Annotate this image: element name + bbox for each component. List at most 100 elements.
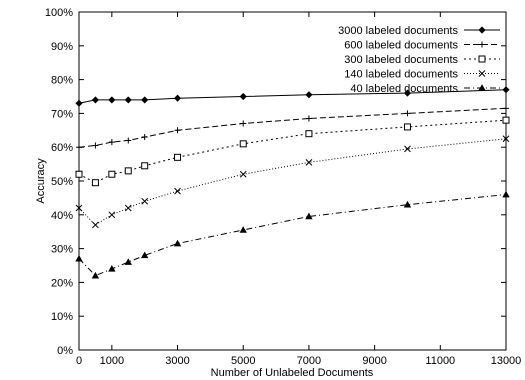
data-point: [141, 134, 148, 141]
data-point: [125, 137, 132, 144]
series-layer: [75, 86, 510, 279]
data-point: [108, 211, 116, 219]
x-tick-label: 5000: [231, 355, 255, 367]
data-point: [76, 144, 82, 151]
data-point: [305, 91, 313, 99]
data-point: [239, 92, 247, 101]
series-line: [78, 194, 507, 277]
data-point: [239, 170, 247, 178]
data-point: [305, 115, 312, 122]
series-5: [75, 190, 510, 279]
data-point: [174, 127, 181, 134]
data-point: [503, 105, 509, 112]
data-point: [404, 110, 411, 117]
x-tick-label: 9000: [362, 355, 386, 367]
data-point: [403, 123, 411, 131]
y-tick-label: 20%: [51, 277, 73, 289]
data-point: [305, 159, 313, 166]
legend-item: 3000 labeled documents: [338, 25, 500, 37]
data-point: [305, 212, 313, 220]
data-point: [75, 170, 83, 178]
data-point: [478, 70, 486, 77]
data-point: [141, 251, 149, 259]
y-tick-label: 60%: [51, 142, 73, 154]
data-point: [124, 167, 132, 175]
data-point: [403, 89, 412, 97]
y-tick-label: 100%: [45, 7, 73, 19]
x-tick-label: 0: [76, 355, 82, 367]
legend-label: 140 labeled documents: [344, 69, 458, 81]
data-point: [141, 96, 149, 104]
data-point: [108, 170, 116, 178]
series-line: [78, 107, 507, 148]
data-point: [141, 162, 149, 170]
data-point: [124, 96, 132, 104]
y-tick-label: 30%: [51, 244, 73, 256]
data-point: [173, 94, 182, 102]
data-point: [108, 265, 116, 272]
x-axis: 0 1000 3000 5000 7000 9000 11000 13000: [76, 12, 521, 367]
y-tick-label: 80%: [51, 75, 73, 87]
series-2: [76, 105, 509, 151]
data-point: [502, 135, 510, 143]
series-line: [78, 138, 507, 226]
data-point: [239, 140, 247, 148]
data-point: [92, 221, 99, 229]
data-point: [239, 226, 247, 233]
series-line: [78, 89, 507, 104]
legend-label: 600 labeled documents: [344, 40, 458, 52]
data-point: [502, 190, 510, 198]
data-point: [108, 96, 116, 104]
legend-item: 40 labeled documents: [350, 83, 500, 95]
x-tick-label: 11000: [425, 355, 455, 367]
data-point: [91, 96, 99, 104]
data-point: [75, 204, 83, 212]
data-point: [478, 84, 486, 91]
data-point: [478, 55, 486, 63]
data-point: [174, 187, 181, 195]
legend-item: 140 labeled documents: [344, 69, 500, 81]
data-point: [92, 142, 99, 149]
y-tick-label: 50%: [51, 176, 73, 188]
data-point: [173, 239, 182, 247]
data-point: [502, 116, 510, 124]
y-tick-label: 0%: [57, 345, 73, 357]
data-point: [305, 130, 313, 138]
data-point: [75, 254, 83, 262]
legend-item: 600 labeled documents: [344, 40, 500, 52]
x-tick-label: 1000: [100, 355, 124, 367]
data-point: [403, 200, 412, 208]
data-point: [478, 26, 486, 34]
legend: 3000 labeled documents 600 labeled docume…: [338, 25, 500, 95]
x-tick-label: 3000: [165, 355, 189, 367]
data-point: [479, 41, 485, 48]
data-point: [141, 197, 149, 205]
y-tick-label: 10%: [51, 311, 73, 323]
series-4: [75, 135, 510, 229]
series-1: [75, 86, 510, 107]
y-tick-label: 90%: [51, 41, 73, 53]
series-line: [78, 119, 507, 184]
data-point: [124, 204, 132, 212]
data-point: [108, 139, 115, 146]
x-tick-label: 7000: [297, 355, 321, 367]
series-3: [75, 116, 510, 187]
y-axis-title: Accuracy: [35, 158, 47, 204]
y-tick-label: 40%: [51, 210, 73, 222]
data-point: [502, 86, 510, 94]
legend-label: 3000 labeled documents: [338, 25, 458, 37]
legend-item: 300 labeled documents: [344, 54, 500, 66]
data-point: [174, 153, 182, 161]
data-point: [240, 120, 247, 127]
data-point: [75, 99, 83, 107]
y-axis: 0% 10% 20% 30% 40% 50% 60% 70% 80% 90% 100%: [45, 7, 506, 357]
data-point: [124, 258, 132, 265]
legend-label: 40 labeled documents: [350, 83, 458, 95]
data-point: [91, 271, 100, 279]
data-point: [404, 145, 411, 153]
x-tick-label: 13000: [491, 355, 522, 367]
legend-label: 300 labeled documents: [344, 54, 458, 66]
data-point: [91, 179, 99, 187]
y-tick-label: 70%: [51, 108, 73, 120]
